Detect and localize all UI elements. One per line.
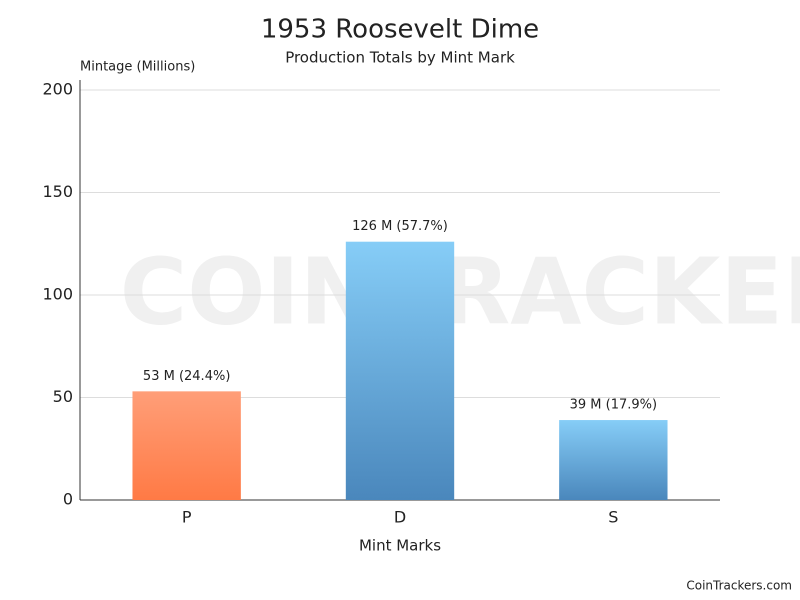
y-tick-label: 50 [53, 387, 73, 406]
watermark: COINTRACKERS [120, 238, 800, 345]
chart-subtitle: Production Totals by Mint Mark [285, 49, 515, 67]
data-label: 126 M (57.7%) [352, 219, 448, 234]
bar [559, 420, 667, 500]
y-axis-title: Mintage (Millions) [80, 60, 195, 75]
bar [346, 242, 454, 500]
data-label: 39 M (17.9%) [570, 398, 657, 413]
x-tick-label: S [608, 508, 618, 527]
bar [132, 391, 240, 500]
x-tick-label: P [182, 508, 192, 527]
y-tick-label: 100 [42, 285, 73, 304]
y-tick-label: 0 [63, 490, 73, 509]
credit: CoinTrackers.com [686, 579, 792, 593]
y-tick-label: 200 [42, 80, 73, 99]
y-tick-label: 150 [42, 182, 73, 201]
chart-title: 1953 Roosevelt Dime [261, 15, 539, 45]
x-tick-label: D [394, 508, 406, 527]
x-axis-title: Mint Marks [359, 537, 441, 555]
data-label: 53 M (24.4%) [143, 369, 230, 384]
